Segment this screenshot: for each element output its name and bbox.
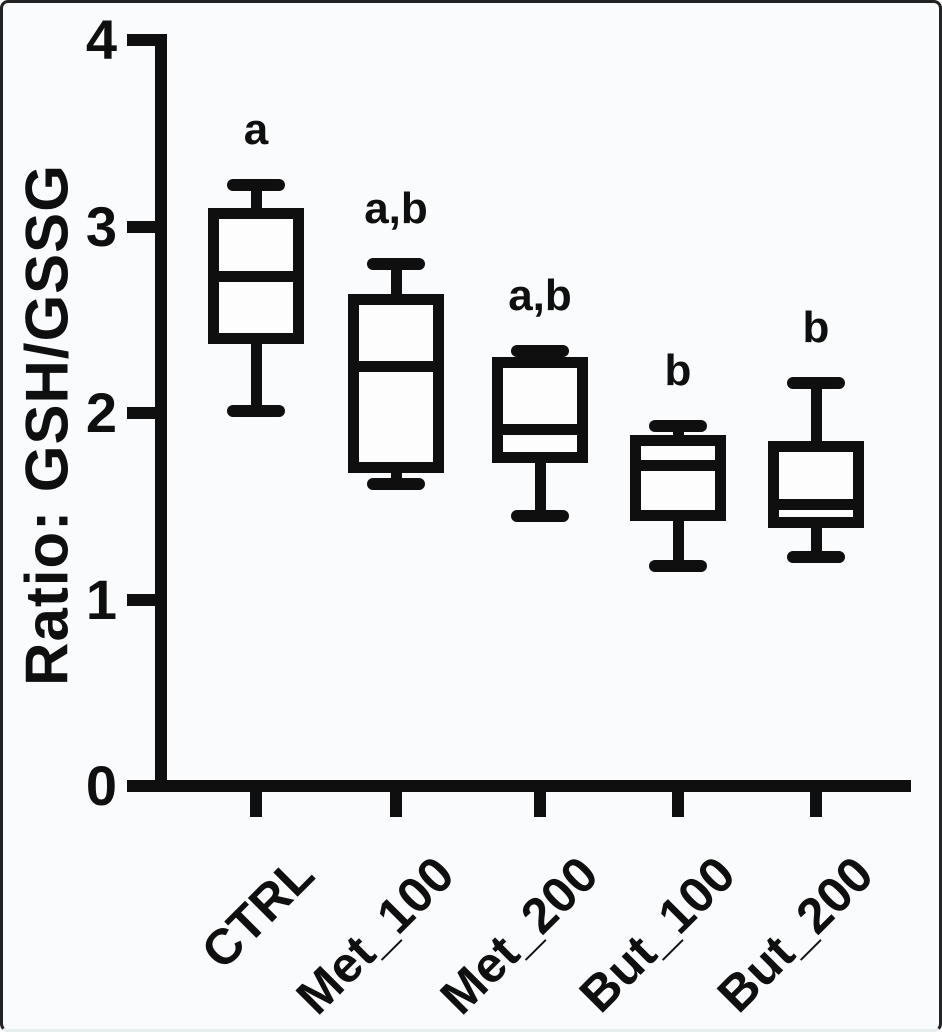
x-tick <box>672 792 684 817</box>
upper-whisker-stem <box>251 182 262 208</box>
significance-label: b <box>802 303 830 352</box>
iqr-box <box>768 441 864 528</box>
upper-whisker-stem <box>811 380 822 441</box>
x-tick <box>390 792 402 817</box>
lower-whisker-stem <box>535 452 546 519</box>
lower-whisker-cap <box>511 510 569 522</box>
iqr-box <box>630 435 726 521</box>
y-tick-label: 2 <box>85 381 117 444</box>
lower-whisker-cap <box>649 560 707 572</box>
lower-whisker-stem <box>673 510 684 569</box>
upper-whisker-cap <box>367 258 425 270</box>
upper-whisker-cap <box>649 420 707 432</box>
y-tick <box>127 34 161 46</box>
significance-label: a,b <box>364 184 428 233</box>
lower-whisker-cap <box>787 551 845 563</box>
y-tick <box>127 594 161 606</box>
y-tick-label: 4 <box>85 8 117 71</box>
x-tick <box>534 792 546 817</box>
plot-area: 0 1 2 3 4 CTRL a Met_100 a,b Met_200 a,b But_100 b Bu… <box>3 3 939 1029</box>
lower-whisker-cap <box>367 478 425 490</box>
y-tick-label: 0 <box>85 754 117 817</box>
x-category-label: Met_200 <box>429 845 609 1025</box>
median-line <box>636 460 720 471</box>
lower-whisker-cap <box>227 405 285 417</box>
lower-whisker-stem <box>251 332 262 414</box>
significance-label: a <box>243 105 269 154</box>
upper-whisker-cap <box>227 179 285 191</box>
upper-whisker-cap <box>511 345 569 357</box>
y-tick <box>127 407 161 419</box>
lower-whisker-stem <box>391 461 402 487</box>
x-category-label: CTRL <box>190 845 325 980</box>
lower-whisker-stem <box>811 517 822 560</box>
x-tick <box>810 792 822 817</box>
iqr-box <box>348 294 444 473</box>
median-line <box>498 424 582 435</box>
upper-whisker-stem <box>391 261 402 294</box>
median-line <box>774 499 858 510</box>
upper-whisker-cap <box>787 377 845 389</box>
significance-label: a,b <box>508 271 572 320</box>
y-tick-label: 1 <box>85 568 117 631</box>
y-tick <box>127 221 161 233</box>
iqr-box <box>492 357 588 463</box>
x-tick <box>250 792 262 817</box>
x-axis-line <box>155 780 911 792</box>
median-line <box>354 361 438 372</box>
significance-label: b <box>664 346 692 395</box>
median-line <box>214 271 298 282</box>
y-tick-label: 3 <box>85 195 117 258</box>
y-tick <box>127 780 161 792</box>
